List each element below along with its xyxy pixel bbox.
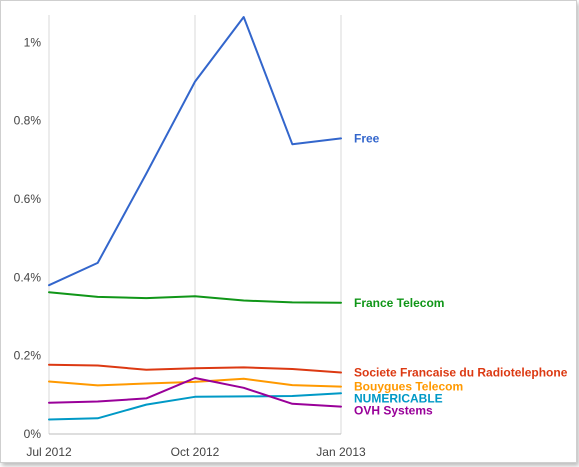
- y-tick-label: 0.8%: [14, 114, 42, 128]
- series-lines: [48, 16, 342, 421]
- x-tick-label: Jul 2012: [26, 445, 72, 459]
- series-label: Free: [354, 131, 380, 145]
- y-tick-label: 0.4%: [14, 270, 42, 284]
- series-label: France Telecom: [354, 296, 444, 310]
- y-axis-ticks: 0% 0.2% 0.4% 0.6% 0.8% 1%: [14, 35, 42, 441]
- series-label: Bouygues Telecom: [354, 380, 463, 394]
- y-tick-label: 1%: [24, 35, 42, 49]
- series-line: [48, 392, 342, 421]
- series-line: [48, 291, 342, 304]
- x-axis-ticks: Jul 2012 Oct 2012 Jan 2013: [26, 445, 366, 459]
- series-line: [48, 377, 342, 388]
- y-tick-label: 0.6%: [14, 192, 42, 206]
- x-tick-label: Oct 2012: [171, 445, 220, 459]
- x-tick-label: Jan 2013: [316, 445, 366, 459]
- grid: [48, 15, 342, 435]
- series-line: [48, 363, 342, 374]
- series-labels: Free France Telecom Societe Francaise du R…: [354, 131, 568, 417]
- y-tick-label: 0%: [24, 427, 42, 441]
- y-tick-label: 0.2%: [14, 349, 42, 363]
- series-line: [48, 16, 342, 287]
- series-label: Societe Francaise du Radiotelephone: [354, 366, 568, 380]
- series-label: OVH Systems: [354, 404, 433, 418]
- series-label: NUMERICABLE: [354, 392, 443, 406]
- series-line: [48, 377, 342, 408]
